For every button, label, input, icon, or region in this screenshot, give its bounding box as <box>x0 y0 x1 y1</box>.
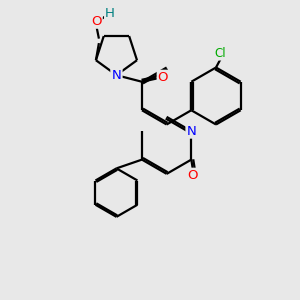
Text: O: O <box>91 15 102 28</box>
Text: N: N <box>112 69 121 82</box>
Text: N: N <box>186 124 196 138</box>
Text: O: O <box>158 71 168 84</box>
Text: Cl: Cl <box>215 46 226 60</box>
Text: O: O <box>188 169 198 182</box>
Text: N: N <box>112 69 121 82</box>
Text: H: H <box>105 7 115 20</box>
